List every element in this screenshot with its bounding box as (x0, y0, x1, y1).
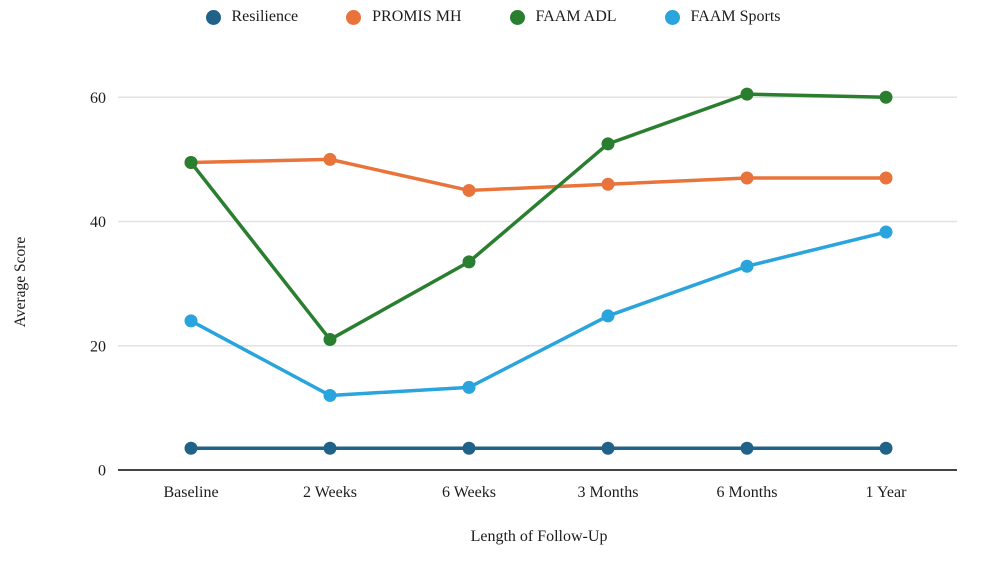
data-point-resilience-0 (184, 441, 198, 455)
legend-item-faam-adl[interactable]: FAAM ADL (509, 8, 617, 26)
data-point-faam-adl-4 (740, 87, 754, 101)
series-line-promis-mh (189, 157, 888, 193)
data-point-faam-sports-2 (462, 380, 476, 394)
x-tick-label-baseline: Baseline (163, 484, 218, 501)
data-point-promis-mh-3 (601, 177, 615, 191)
data-point-faam-sports-5 (879, 225, 893, 239)
y-tick-label-60: 60 (90, 90, 106, 107)
legend-item-promis-mh[interactable]: PROMIS MH (346, 8, 462, 26)
x-tick-label-6-months: 6 Months (717, 484, 778, 501)
data-point-faam-sports-4 (740, 259, 754, 273)
x-tick-label-3-months: 3 Months (578, 484, 639, 501)
y-axis-title: Average Score (12, 236, 29, 328)
x-tick-label-2-weeks: 2 Weeks (303, 484, 357, 501)
data-point-faam-sports-3 (601, 309, 615, 323)
data-point-faam-sports-1 (323, 388, 337, 402)
data-point-faam-sports-0 (184, 314, 198, 328)
data-point-resilience-4 (740, 441, 754, 455)
data-point-promis-mh-2 (462, 183, 476, 197)
data-point-promis-mh-5 (879, 171, 893, 185)
legend-dot-resilience (205, 9, 221, 25)
data-point-faam-adl-1 (323, 333, 337, 347)
legend-item-faam-sports[interactable]: FAAM Sports (664, 8, 781, 26)
data-point-promis-mh-1 (323, 152, 337, 166)
data-point-faam-adl-5 (879, 90, 893, 104)
x-axis-title: Length of Follow-Up (470, 528, 608, 545)
chart-legend: Resilience PROMIS MH FAAM ADL FAAM Sports (0, 8, 986, 26)
data-point-resilience-2 (462, 441, 476, 455)
x-tick-label-6-weeks: 6 Weeks (442, 484, 496, 501)
data-point-promis-mh-4 (740, 171, 754, 185)
y-tick-label-40: 40 (90, 214, 106, 231)
data-point-resilience-5 (879, 441, 893, 455)
data-point-resilience-3 (601, 441, 615, 455)
legend-dot-faam-adl (509, 9, 525, 25)
x-tick-label-1-year: 1 Year (866, 484, 908, 501)
series-line-faam-sports (189, 230, 888, 398)
legend-dot-faam-sports (664, 9, 680, 25)
data-point-faam-adl-2 (462, 255, 476, 269)
data-point-faam-adl-0 (184, 155, 198, 169)
legend-item-resilience[interactable]: Resilience (205, 8, 299, 26)
legend-label: FAAM ADL (535, 8, 617, 25)
legend-label: PROMIS MH (372, 8, 462, 25)
legend-label: FAAM Sports (690, 8, 781, 25)
data-point-resilience-1 (323, 441, 337, 455)
y-tick-label-20: 20 (90, 338, 106, 355)
data-point-faam-adl-3 (601, 137, 615, 151)
y-tick-label-0: 0 (98, 463, 106, 480)
legend-label: Resilience (231, 8, 299, 25)
legend-dot-promis-mh (346, 9, 362, 25)
series-line-faam-adl (189, 92, 888, 342)
